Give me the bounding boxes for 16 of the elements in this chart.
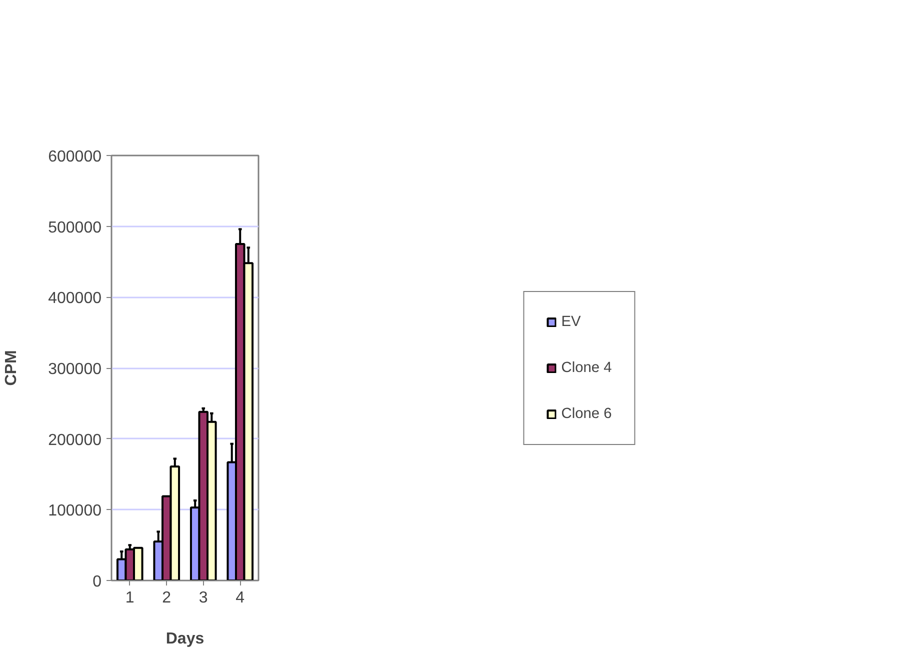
y-tick-label: 400000	[48, 290, 102, 308]
x-axis-title: Days	[166, 630, 204, 648]
y-tick-label: 600000	[48, 148, 102, 166]
x-tick-label: 2	[162, 590, 172, 606]
x-tick-label: 3	[198, 590, 208, 606]
legend-label: Clone 4	[561, 360, 612, 376]
y-tick-label: 0	[92, 574, 102, 590]
legend-label: EV	[561, 314, 582, 330]
y-tick-label: 300000	[48, 361, 102, 378]
y-tick-label: 100000	[48, 502, 102, 520]
x-tick-label: 1	[125, 590, 134, 606]
y-tick-label: 200000	[48, 432, 102, 449]
y-tick-label: 500000	[48, 219, 102, 236]
x-tick-label: 4	[236, 590, 245, 606]
y-axis-title: CPM	[3, 350, 20, 386]
legend-label: Clone 6	[561, 406, 612, 422]
